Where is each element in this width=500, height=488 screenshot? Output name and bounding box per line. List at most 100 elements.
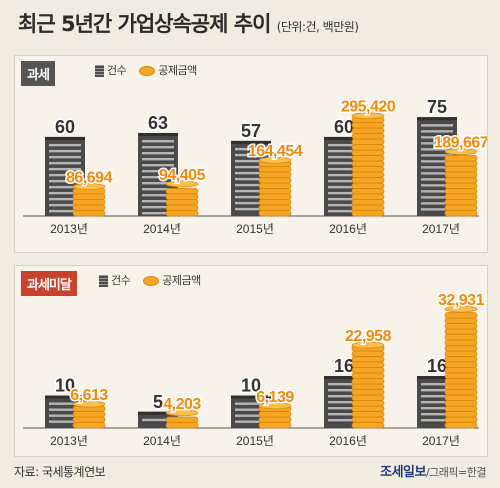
building-roof (138, 411, 178, 415)
amount-bar (444, 148, 478, 217)
window-row (421, 172, 453, 175)
building-icon (99, 275, 108, 287)
coin (351, 389, 385, 396)
coin (72, 422, 106, 429)
legend-amount-label: 공제금액 (158, 64, 197, 77)
coin (351, 188, 385, 195)
panel-untaxed: 과세미달 건수 공제금액 10 6,613 2013년 5 4,203 2014년 10 6,… (14, 265, 488, 457)
window-row (235, 159, 267, 163)
brand: 조세일보/그래픽=한결 (380, 461, 486, 480)
window-row (49, 155, 81, 159)
coin (444, 328, 478, 335)
window-row (235, 207, 267, 211)
coin (351, 400, 385, 407)
count-label: 57 (241, 121, 261, 141)
window-row (421, 383, 453, 386)
count-label: 16 (427, 356, 447, 376)
coin (351, 204, 385, 211)
window-row (235, 183, 267, 187)
window-row (142, 418, 174, 422)
x-tick-label: 2017년 (422, 434, 460, 448)
window-row (49, 185, 81, 189)
legend-amount-label: 공제금액 (162, 274, 201, 287)
window-row (328, 383, 360, 386)
legend-count-label: 건수 (111, 274, 131, 287)
coin (165, 193, 199, 200)
window-row (421, 142, 453, 145)
window-row (328, 161, 360, 165)
coin (351, 356, 385, 363)
window-row (49, 203, 81, 207)
coin (444, 188, 478, 195)
coin (258, 210, 292, 217)
x-tick-label: 2015년 (236, 434, 274, 448)
window-row (142, 145, 174, 149)
building-icon (95, 65, 104, 77)
window-row (49, 402, 81, 405)
window-row (421, 184, 453, 187)
coin-top (351, 112, 385, 120)
coin (351, 350, 385, 357)
coin (258, 193, 292, 200)
panel-badge-untaxed: 과세미달 (21, 271, 77, 296)
coin-top (165, 409, 199, 417)
coin (351, 127, 385, 134)
amount-label: 32,931 (438, 292, 485, 309)
window-row (421, 130, 453, 133)
window-row (328, 413, 360, 416)
coin (351, 138, 385, 145)
window-row (328, 167, 360, 171)
window-row (235, 408, 267, 411)
coin (351, 422, 385, 429)
coin (351, 416, 385, 423)
window-row (142, 211, 174, 215)
coin (351, 160, 385, 167)
chart-taxed: 60 86,694 2013년 63 94,405 2014년 57 164,454 2015년… (23, 96, 487, 236)
building-roof (138, 132, 178, 136)
building-roof (417, 376, 457, 379)
coin (258, 177, 292, 184)
coin (444, 160, 478, 167)
count-label: 10 (241, 376, 261, 396)
window-row (235, 402, 267, 405)
coin-icon (139, 66, 156, 76)
coin (444, 394, 478, 401)
window-row (142, 169, 174, 173)
coin (351, 166, 385, 173)
window-row (235, 189, 267, 193)
window-row (421, 413, 453, 416)
coin (72, 193, 106, 200)
window-row (142, 157, 174, 161)
window-row (235, 147, 267, 151)
coin (258, 171, 292, 178)
coin (165, 422, 199, 429)
count-label: 10 (55, 376, 75, 396)
coin-icon (143, 276, 160, 286)
x-tick-label: 2013년 (50, 434, 88, 448)
coin (351, 171, 385, 178)
window-row (421, 407, 453, 410)
coin (351, 394, 385, 401)
window-row (328, 401, 360, 404)
amount-bar (72, 400, 106, 429)
coin-top (444, 148, 478, 155)
amount-label: 6,139 (256, 389, 294, 406)
coin (351, 405, 385, 412)
coin-top (351, 341, 385, 349)
window-row (235, 414, 267, 417)
amount-bar (444, 305, 478, 429)
window-row (421, 178, 453, 181)
coin-top (72, 183, 106, 190)
window-row (421, 124, 453, 127)
window-row (328, 155, 360, 159)
amount-label: 189,667 (434, 135, 487, 152)
coin (444, 422, 478, 429)
coin (444, 361, 478, 368)
window-row (49, 179, 81, 183)
coin (444, 155, 478, 162)
coin (444, 193, 478, 200)
chart-title: 최근 5년간 가업상속공제 추이 (단위:건, 백만원) (18, 8, 359, 38)
coin-top (258, 402, 292, 410)
legend-taxed: 건수 공제금액 (95, 62, 197, 78)
